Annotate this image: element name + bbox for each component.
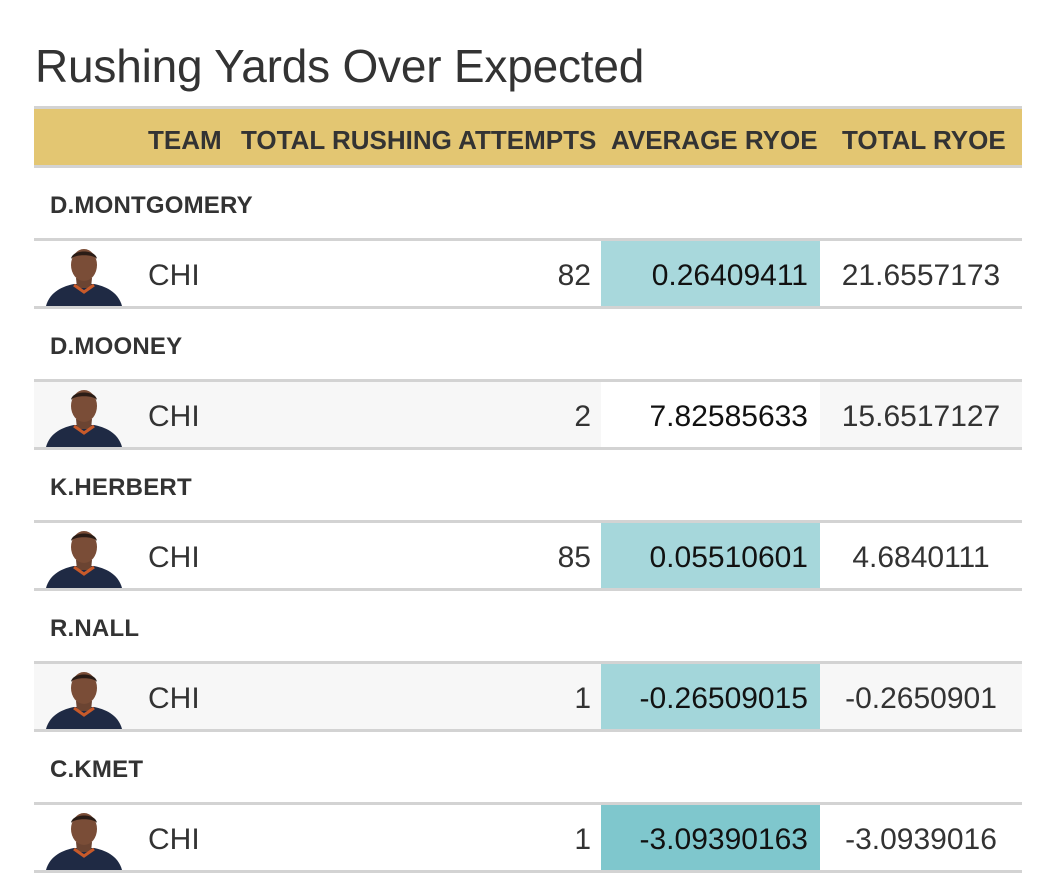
group-header: D.MOONEY — [34, 309, 1022, 382]
page-title: Rushing Yards Over Expected — [35, 40, 645, 92]
table-row: CHI 2 7.82585633 15.6517127 — [34, 382, 1022, 450]
group-header: D.MONTGOMERY — [34, 168, 1022, 241]
team-cell: CHI — [148, 259, 200, 292]
table-body: D.MONTGOMERY CHI 82 0.26409411 21.6557173 D.M… — [34, 168, 1022, 873]
player-name: D.MOONEY — [50, 333, 183, 360]
total-ryoe-cell: 21.6557173 — [841, 259, 1001, 292]
group-header: R.NALL — [34, 591, 1022, 664]
average-ryoe-cell: -3.09390163 — [601, 805, 820, 870]
team-cell: CHI — [148, 682, 200, 715]
team-cell: CHI — [148, 823, 200, 856]
total-ryoe-cell: 4.6840111 — [852, 541, 990, 574]
attempts-cell: 1 — [574, 682, 591, 715]
column-header-total-ryoe[interactable]: TOTAL RYOE — [842, 125, 1006, 155]
player-headshot-icon — [44, 525, 124, 588]
total-ryoe-cell: -0.2650901 — [845, 682, 997, 715]
team-cell: CHI — [148, 541, 200, 574]
player-headshot-icon — [44, 243, 124, 306]
average-ryoe-cell: 0.05510601 — [601, 523, 820, 588]
column-header-team[interactable]: TEAM — [148, 125, 222, 155]
column-header-average-ryoe[interactable]: AVERAGE RYOE — [611, 125, 818, 155]
attempts-cell: 1 — [574, 823, 591, 856]
average-ryoe-cell: 7.82585633 — [601, 382, 820, 447]
group-header: K.HERBERT — [34, 450, 1022, 523]
table-row: CHI 85 0.05510601 4.6840111 — [34, 523, 1022, 591]
player-name: R.NALL — [50, 615, 140, 642]
table-row: CHI 82 0.26409411 21.6557173 — [34, 241, 1022, 309]
attempts-cell: 2 — [574, 400, 591, 433]
player-name: K.HERBERT — [50, 474, 192, 501]
total-ryoe-cell: 15.6517127 — [841, 400, 1001, 433]
player-headshot-icon — [44, 666, 124, 729]
attempts-cell: 85 — [557, 541, 591, 574]
table-row: CHI 1 -0.26509015 -0.2650901 — [34, 664, 1022, 732]
average-ryoe-cell: 0.26409411 — [601, 241, 820, 306]
ryoe-table: TEAM TOTAL RUSHING ATTEMPTS AVERAGE RYOE… — [34, 106, 1022, 873]
table-header: TEAM TOTAL RUSHING ATTEMPTS AVERAGE RYOE… — [34, 106, 1022, 168]
player-headshot-icon — [44, 807, 124, 870]
table-row: CHI 1 -3.09390163 -3.0939016 — [34, 805, 1022, 873]
player-name: D.MONTGOMERY — [50, 192, 253, 219]
average-ryoe-cell: -0.26509015 — [601, 664, 820, 729]
player-name: C.KMET — [50, 756, 144, 783]
group-header: C.KMET — [34, 732, 1022, 805]
team-cell: CHI — [148, 400, 200, 433]
player-headshot-icon — [44, 384, 124, 447]
total-ryoe-cell: -3.0939016 — [845, 823, 997, 856]
attempts-cell: 82 — [557, 259, 591, 292]
column-header-attempts[interactable]: TOTAL RUSHING ATTEMPTS — [241, 125, 597, 155]
